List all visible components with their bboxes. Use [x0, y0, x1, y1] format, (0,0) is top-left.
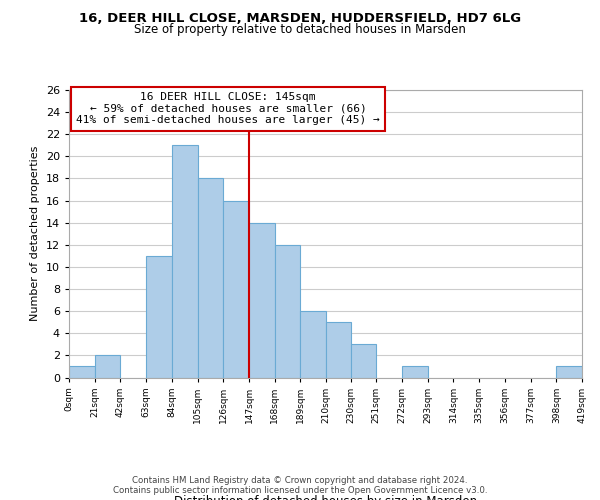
Y-axis label: Number of detached properties: Number of detached properties: [30, 146, 40, 322]
Bar: [69, 366, 95, 378]
Bar: [223, 200, 249, 378]
Bar: [556, 366, 582, 378]
Text: Contains HM Land Registry data © Crown copyright and database right 2024.: Contains HM Land Registry data © Crown c…: [132, 476, 468, 485]
Bar: [197, 178, 223, 378]
Bar: [350, 344, 376, 378]
Text: 16, DEER HILL CLOSE, MARSDEN, HUDDERSFIELD, HD7 6LG: 16, DEER HILL CLOSE, MARSDEN, HUDDERSFIE…: [79, 12, 521, 26]
Bar: [301, 311, 326, 378]
Bar: [275, 245, 301, 378]
Bar: [146, 256, 172, 378]
Text: 16 DEER HILL CLOSE: 145sqm
← 59% of detached houses are smaller (66)
41% of semi: 16 DEER HILL CLOSE: 145sqm ← 59% of deta…: [76, 92, 380, 126]
Text: Contains public sector information licensed under the Open Government Licence v3: Contains public sector information licen…: [113, 486, 487, 495]
Bar: [249, 222, 275, 378]
Bar: [326, 322, 350, 378]
Bar: [402, 366, 428, 378]
X-axis label: Distribution of detached houses by size in Marsden: Distribution of detached houses by size …: [174, 495, 477, 500]
Text: Size of property relative to detached houses in Marsden: Size of property relative to detached ho…: [134, 24, 466, 36]
Bar: [172, 146, 197, 378]
Bar: [95, 356, 121, 378]
